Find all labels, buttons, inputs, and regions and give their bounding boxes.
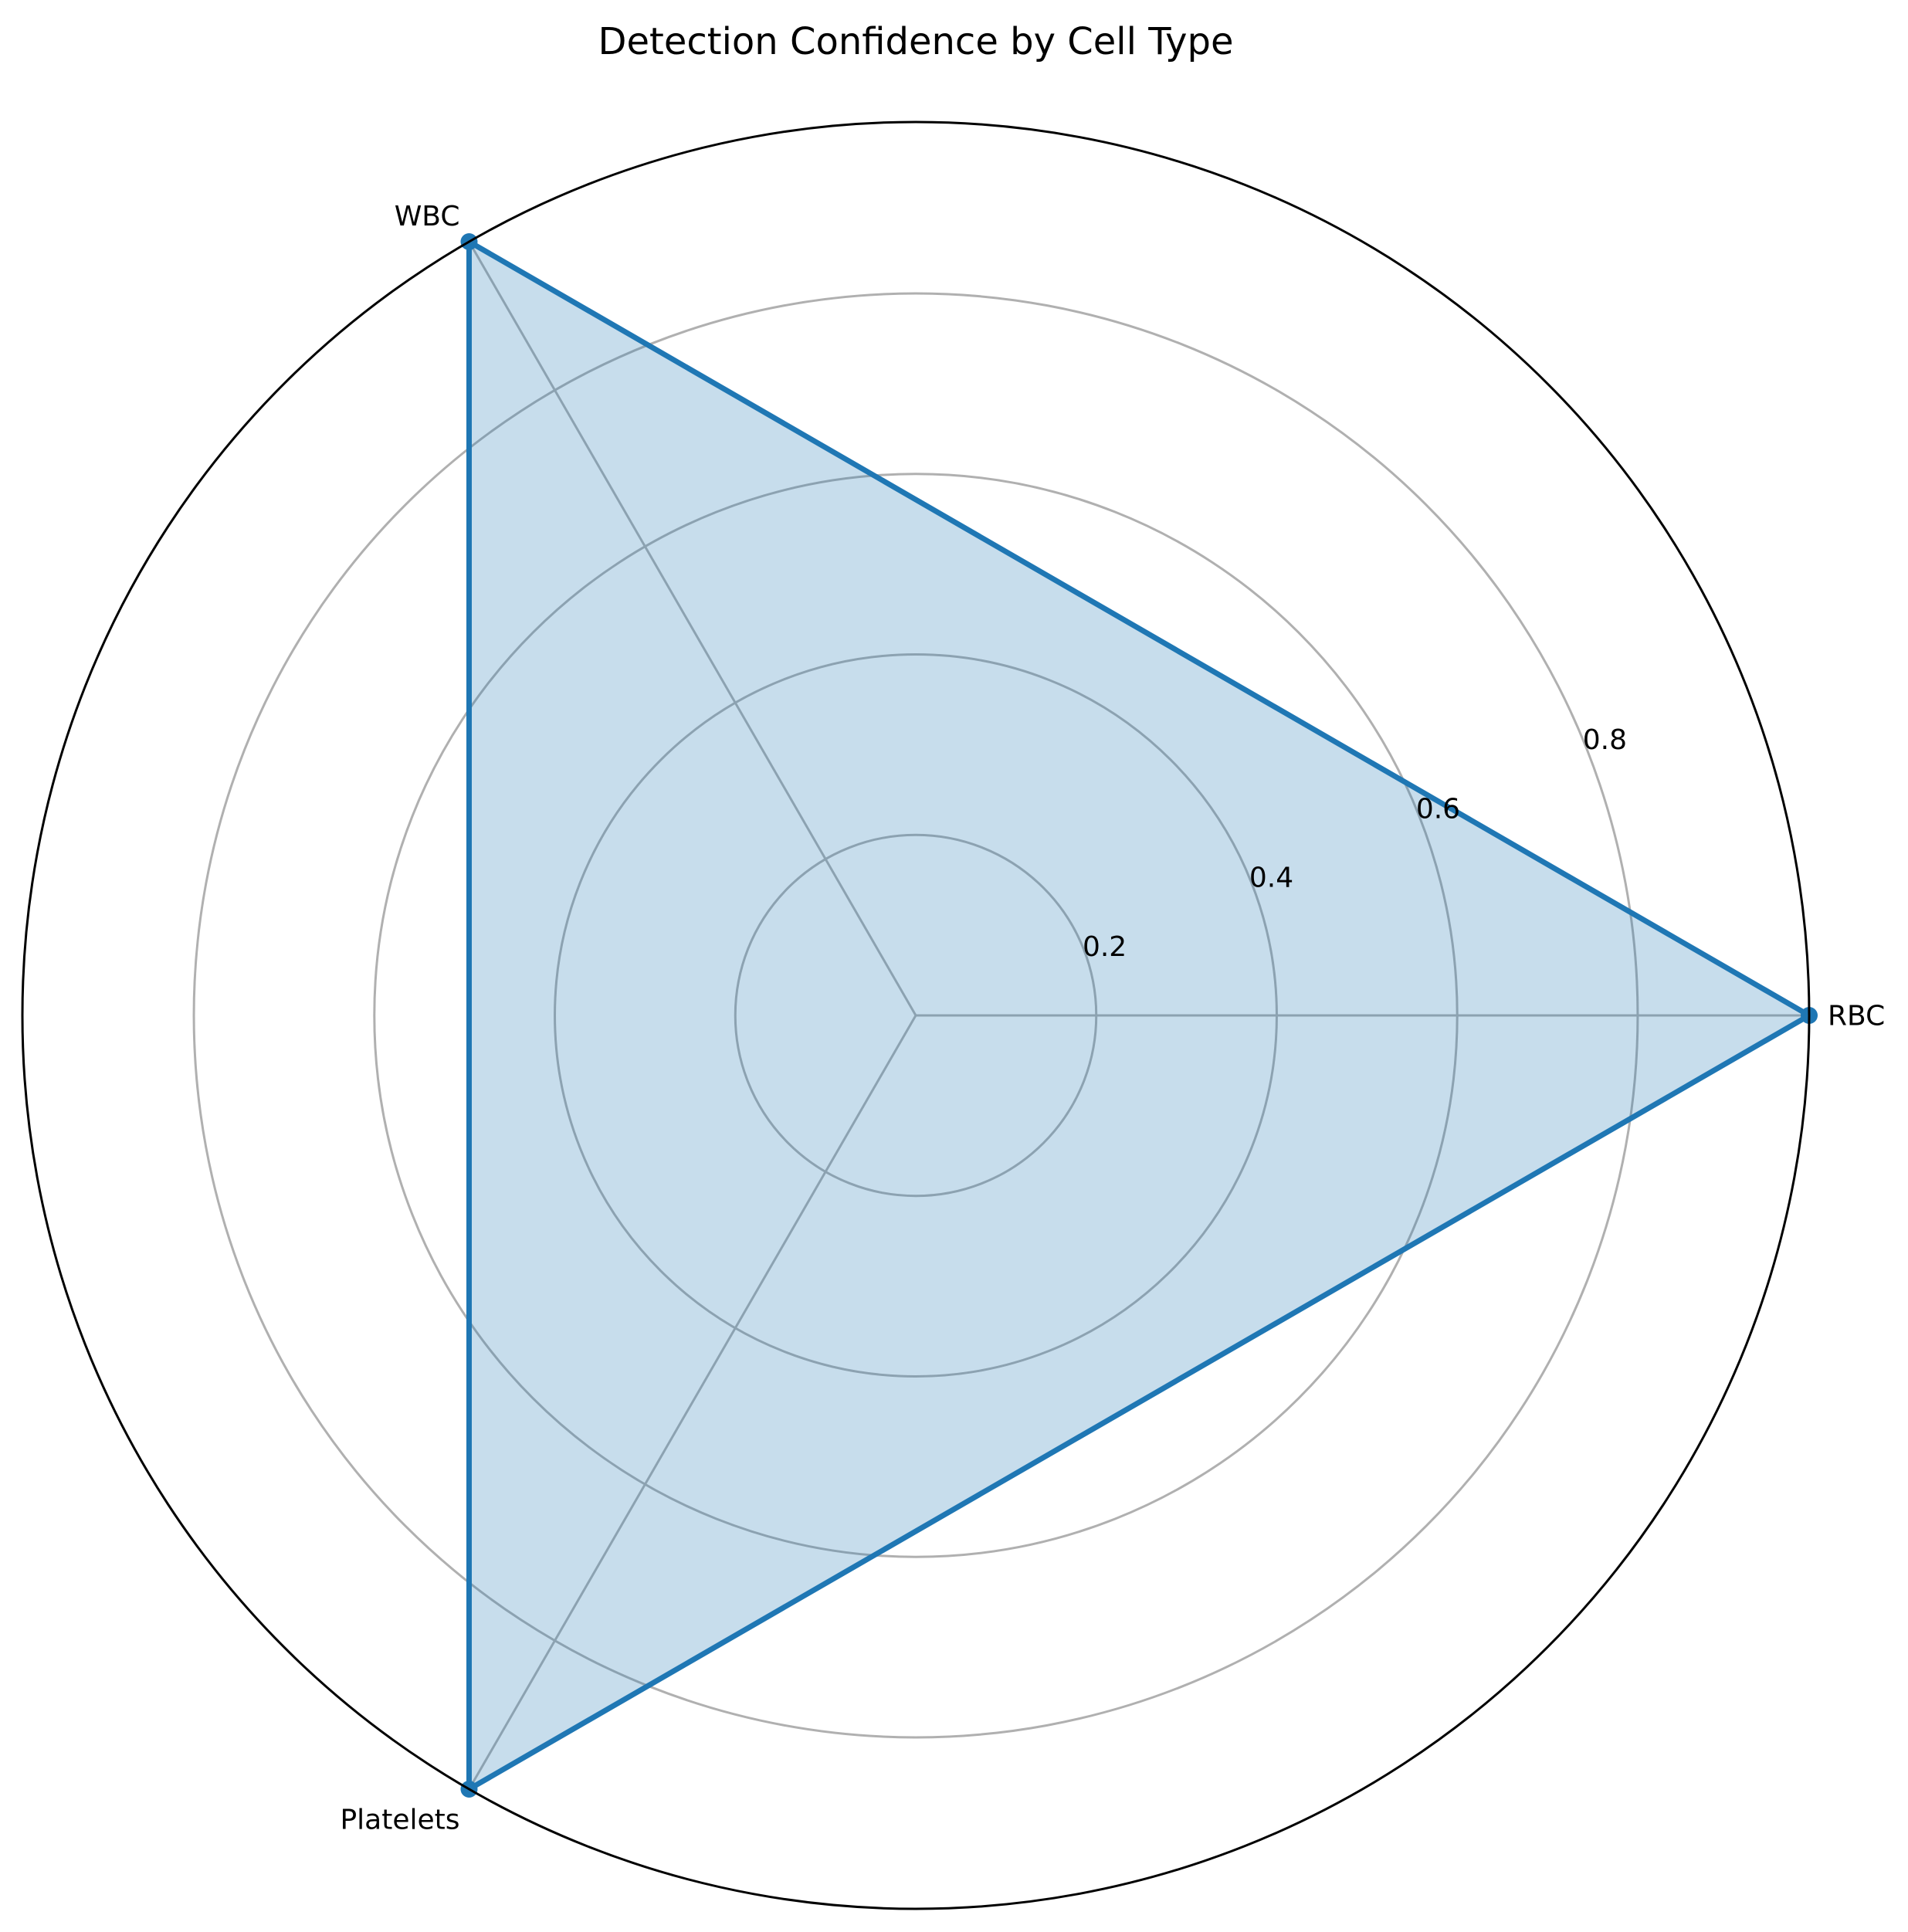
radar-tick-labels: 0.2 0.4 0.6 0.8 bbox=[1083, 724, 1627, 963]
series-line-1 bbox=[466, 239, 1812, 1792]
polar-frame bbox=[21, 120, 1811, 1910]
spoke-2 bbox=[468, 241, 917, 1016]
radar-labels: RBC WBC Platelets bbox=[340, 201, 1885, 1835]
radial-tick-label-1: 0.2 bbox=[1083, 931, 1127, 963]
series-fill-1 bbox=[469, 242, 1809, 1789]
radial-tick-label-4: 0.8 bbox=[1583, 724, 1627, 756]
category-label-wbc: WBC bbox=[395, 201, 460, 232]
radar-spokes bbox=[468, 241, 1809, 1790]
radial-tick-label-2: 0.4 bbox=[1249, 863, 1293, 894]
radial-tick-label-3: 0.6 bbox=[1416, 793, 1460, 825]
spoke-3 bbox=[468, 1015, 917, 1790]
category-label-platelets: Platelets bbox=[340, 1804, 459, 1835]
category-label-rbc: RBC bbox=[1828, 1001, 1885, 1032]
radar-series bbox=[460, 233, 1818, 1798]
chart-title: Detection Confidence by Cell Type bbox=[598, 20, 1234, 63]
